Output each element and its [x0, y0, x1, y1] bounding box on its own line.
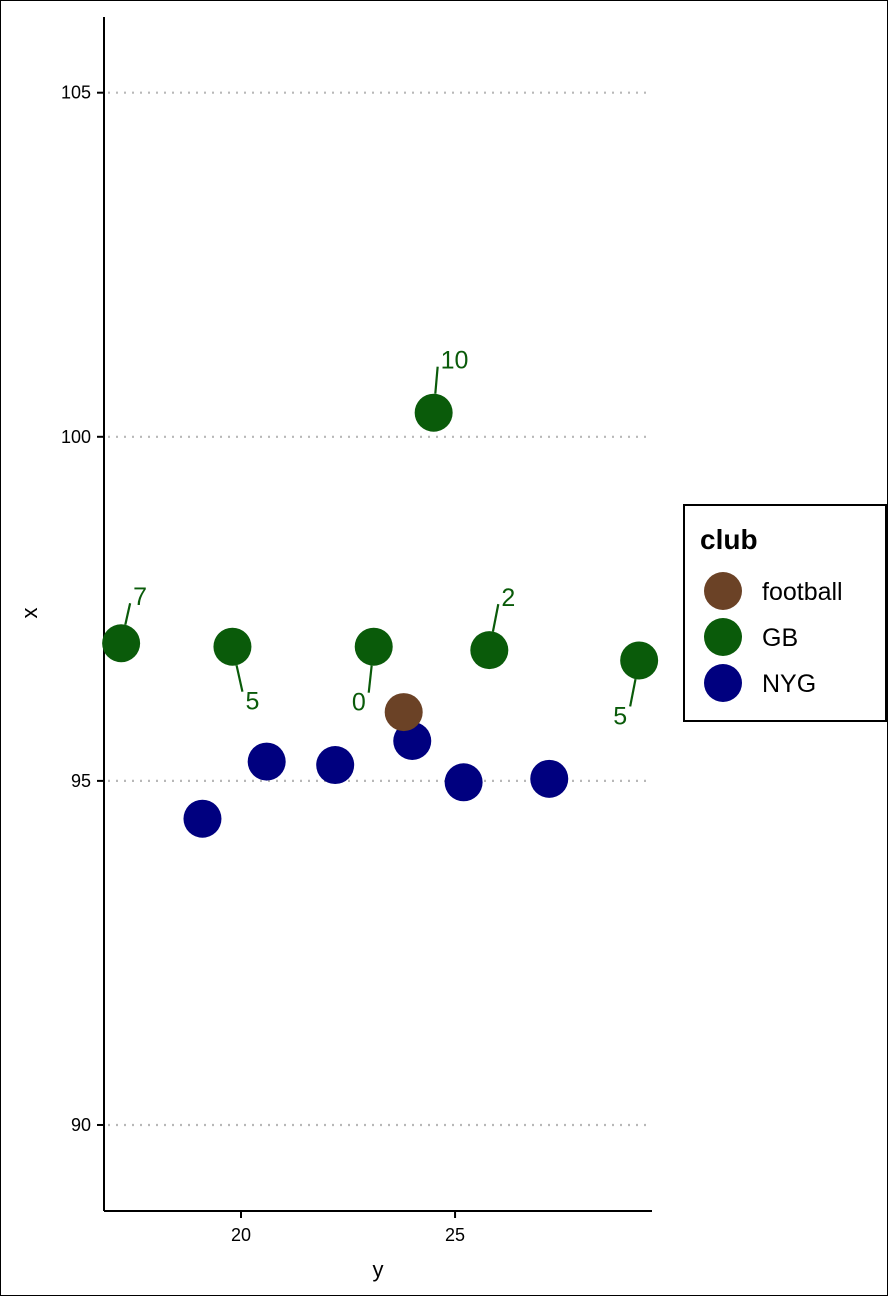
- label-leader-gb-3: [434, 366, 439, 394]
- point-gb-2: [354, 627, 393, 666]
- legend-entries: football GB NYG: [704, 572, 843, 702]
- y-tick-label-95: 95: [71, 771, 91, 791]
- legend-label-football: football: [762, 578, 843, 606]
- point-label-gb-5: 5: [613, 702, 627, 730]
- point-label-gb-0: 7: [133, 583, 147, 611]
- point-label-gb-4: 2: [501, 584, 515, 612]
- label-leader-gb-5: [629, 678, 637, 707]
- label-leader-gb-1: [235, 664, 244, 692]
- legend: club football GB NYG: [683, 504, 887, 722]
- x-tick-label-20: 20: [231, 1225, 251, 1245]
- point-labels: 7 5 0 10 2 5: [124, 347, 637, 730]
- point-label-gb-1: 5: [245, 688, 259, 716]
- y-ticks: 90 95 100 105: [61, 83, 104, 1135]
- x-axis-title: y: [373, 1257, 384, 1282]
- legend-label-gb: GB: [762, 624, 798, 652]
- point-nyg-4: [444, 763, 483, 802]
- point-gb-0: [102, 624, 141, 663]
- legend-label-nyg: NYG: [762, 670, 816, 698]
- point-nyg-1: [247, 742, 286, 781]
- legend-key-nyg: [704, 664, 742, 702]
- label-leader-gb-0: [124, 603, 132, 625]
- y-tick-label-90: 90: [71, 1115, 91, 1135]
- y-axis-title: x: [17, 608, 42, 619]
- point-gb-4: [470, 631, 509, 670]
- gridlines: [108, 91, 652, 1127]
- legend-key-gb: [704, 618, 742, 656]
- point-football-0: [384, 693, 423, 732]
- point-label-gb-2: 0: [352, 689, 366, 717]
- y-tick-label-105: 105: [61, 83, 91, 103]
- point-nyg-2: [316, 746, 355, 785]
- x-tick-label-25: 25: [445, 1225, 465, 1245]
- label-leader-gb-4: [491, 603, 500, 632]
- legend-title: club: [700, 524, 758, 555]
- data-points: [102, 393, 659, 838]
- point-gb-1: [213, 627, 252, 666]
- point-gb-3: [414, 393, 453, 432]
- y-tick-label-100: 100: [61, 427, 91, 447]
- point-gb-5: [620, 641, 659, 680]
- point-nyg-3: [393, 721, 432, 760]
- x-ticks: 20 25: [231, 1211, 465, 1245]
- legend-key-football: [704, 572, 742, 610]
- point-nyg-5: [530, 759, 569, 798]
- point-label-gb-3: 10: [441, 347, 469, 375]
- label-leader-gb-2: [367, 665, 373, 693]
- point-nyg-0: [183, 799, 222, 838]
- axes: [103, 17, 652, 1212]
